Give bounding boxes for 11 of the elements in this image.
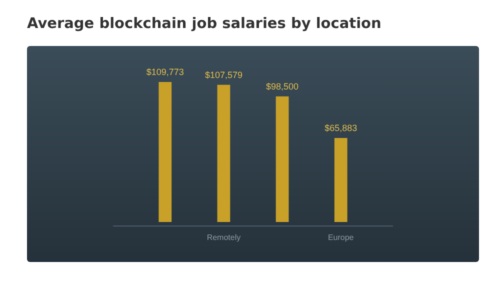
data-label: $107,579	[204, 70, 242, 80]
bar	[276, 96, 289, 222]
data-label: $98,500	[266, 81, 299, 92]
x-tick-label: Europe	[328, 233, 354, 242]
bar	[217, 84, 230, 222]
data-label: $65,883	[324, 122, 358, 133]
chart-title: Average blockchain job salaries by location	[27, 16, 382, 32]
x-tick-label: Remotely	[206, 233, 241, 242]
bar	[334, 138, 348, 222]
bar	[158, 82, 172, 222]
data-label: $109,773	[146, 67, 184, 77]
